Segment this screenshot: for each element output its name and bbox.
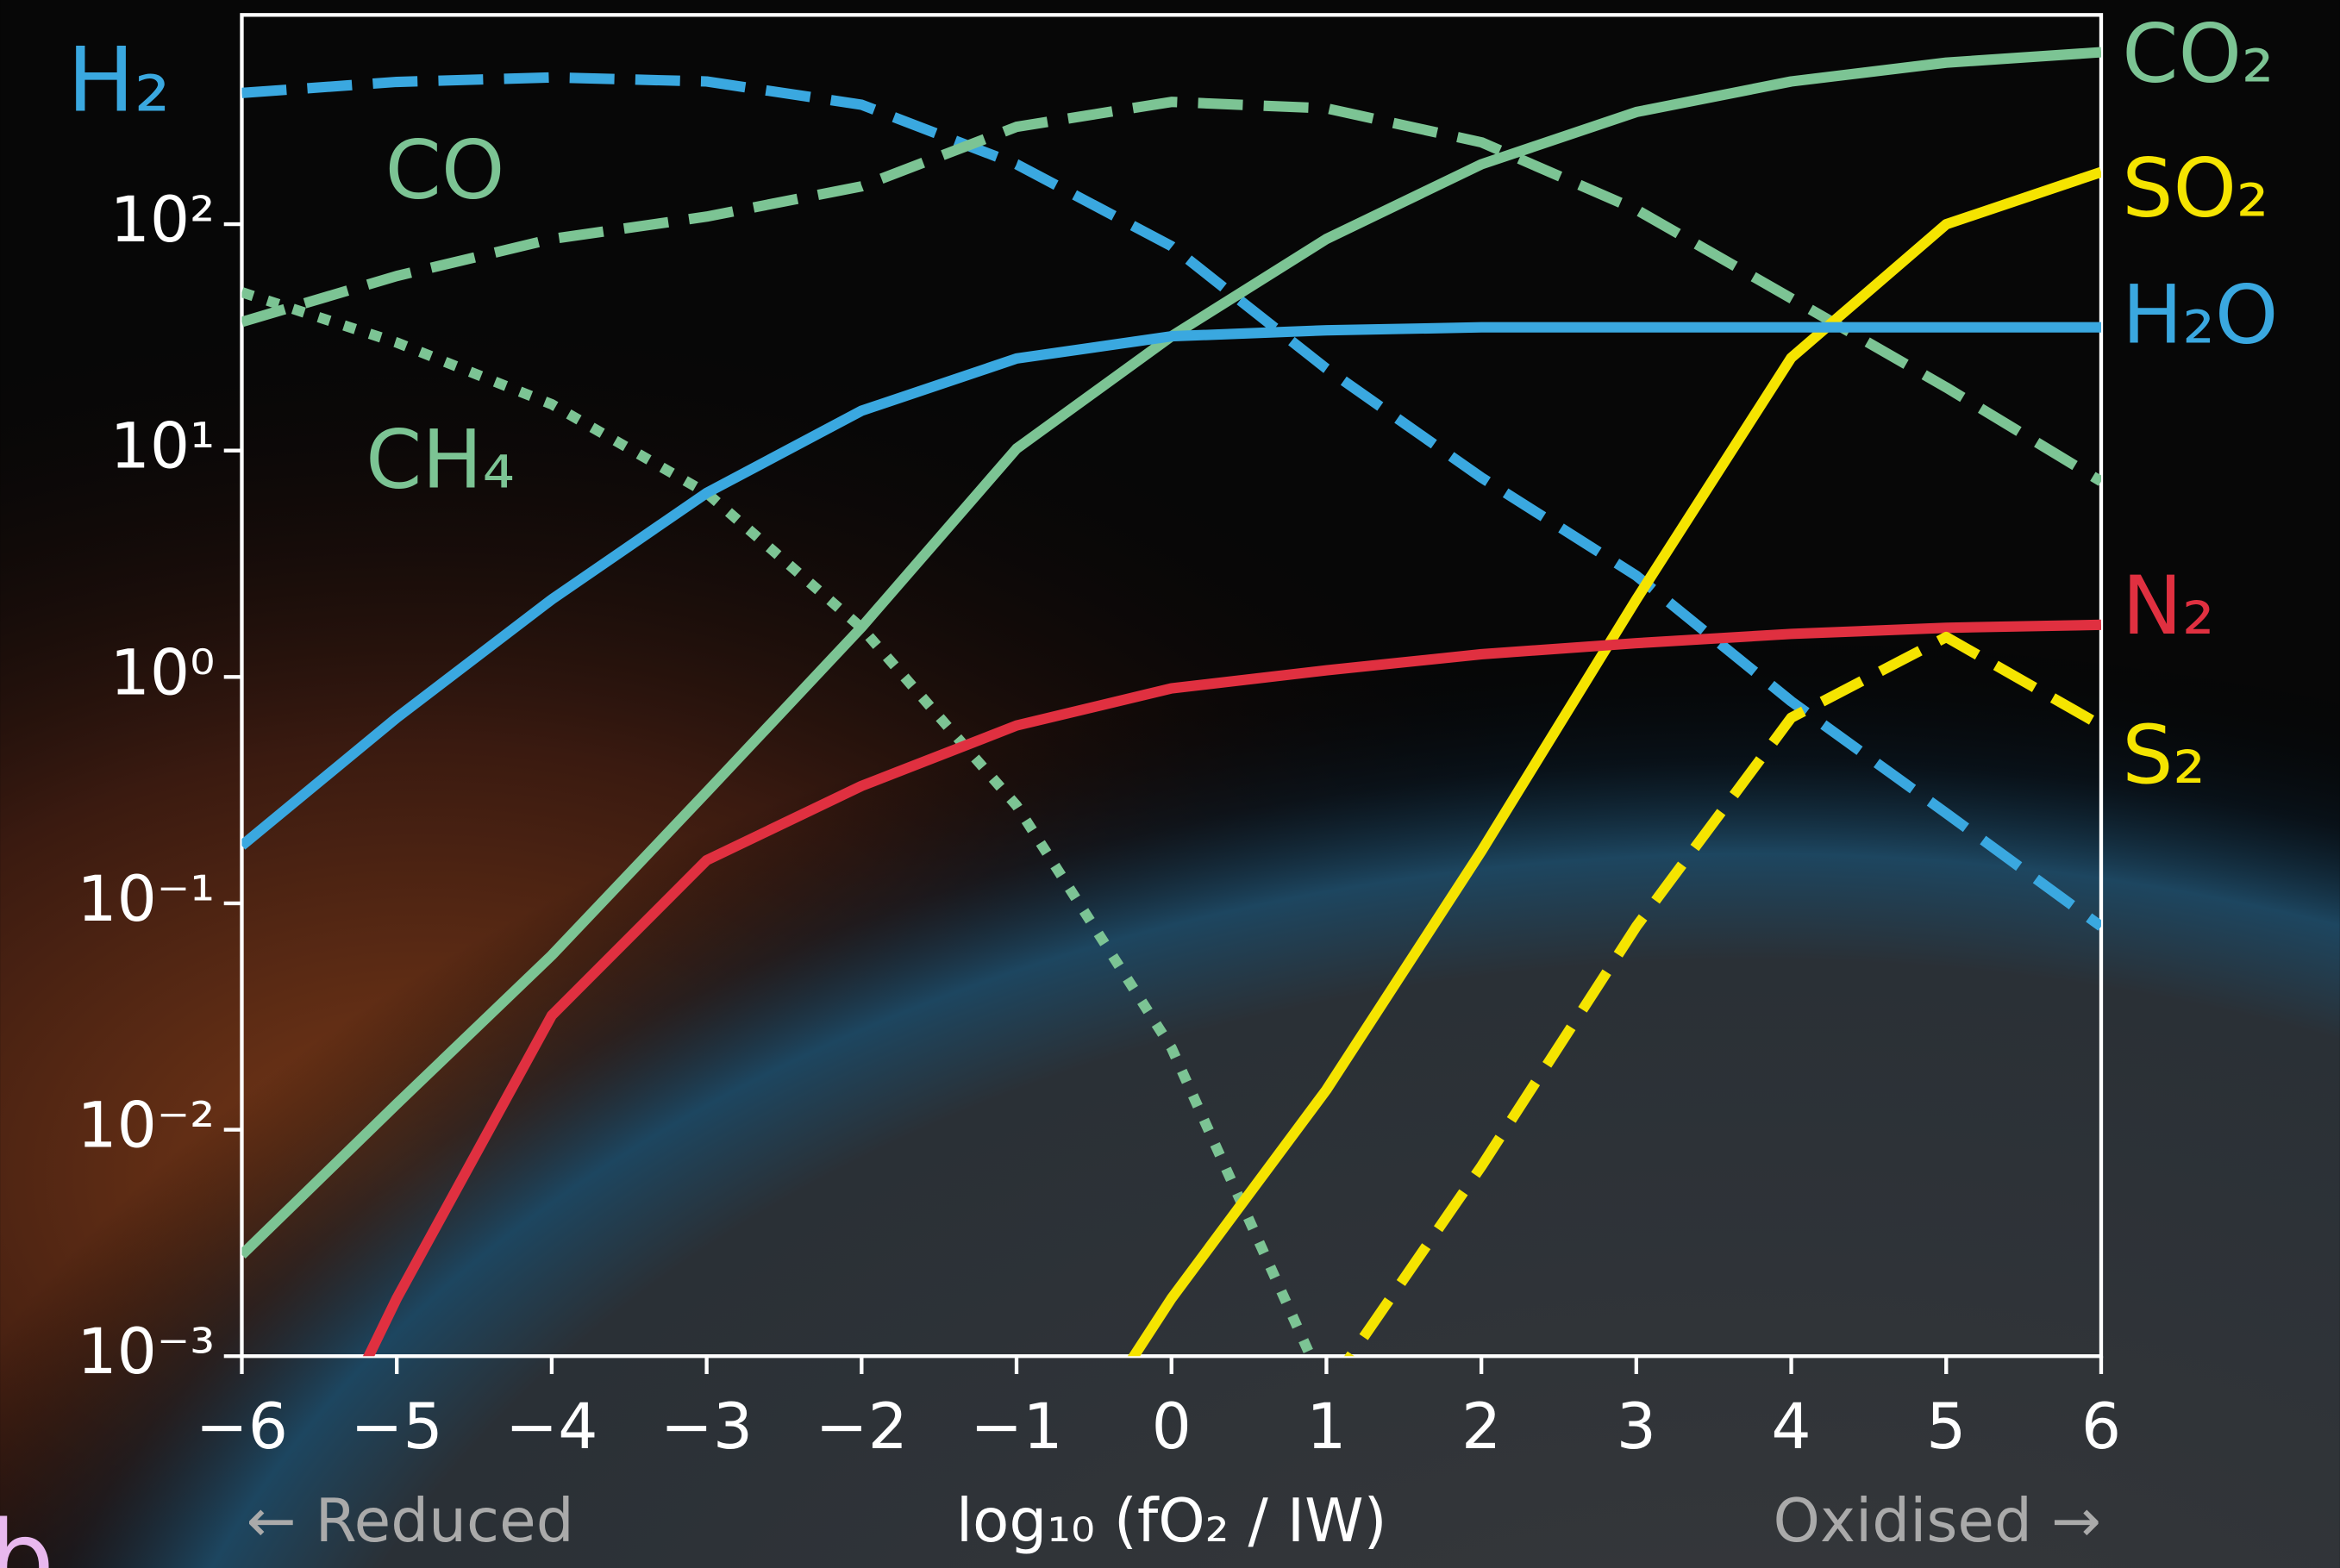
x-tick-label: 5	[1926, 1391, 1966, 1464]
series-label: CH₄	[366, 413, 515, 507]
x-tick-label: −3	[660, 1391, 753, 1464]
x-tick-label: 6	[2081, 1391, 2121, 1464]
series-line	[241, 72, 2101, 931]
panel-label: b	[0, 1498, 54, 1568]
x-tick-label: −1	[970, 1391, 1062, 1464]
series-line	[241, 97, 2101, 486]
series-label: S₂	[2122, 709, 2205, 803]
series-label: CO	[385, 124, 505, 218]
y-tick-label: 10¹	[110, 411, 216, 484]
x-tick-label: 4	[1771, 1391, 1811, 1464]
series-label: H₂	[67, 29, 171, 133]
x-tick-label: −2	[816, 1391, 908, 1464]
y-tick-label: 10⁻³	[77, 1316, 215, 1389]
plot-area	[241, 47, 2101, 1357]
x-tick-label: −5	[351, 1391, 443, 1464]
series-label: H₂O	[2122, 268, 2278, 362]
series-line	[241, 287, 1317, 1357]
annotation: Oxidised →	[1774, 1487, 2101, 1556]
series-line	[1344, 631, 2101, 1357]
series-label: CO₂	[2122, 8, 2274, 102]
series-line	[1127, 166, 2101, 1357]
x-tick-label: 1	[1306, 1391, 1346, 1464]
series-label: N₂	[2122, 559, 2214, 653]
x-tick-label: 2	[1461, 1391, 1501, 1464]
x-tick-label: 3	[1617, 1391, 1656, 1464]
y-tick-label: 10²	[110, 184, 216, 257]
x-tick-label: 0	[1152, 1391, 1192, 1464]
y-tick-label: 10⁰	[110, 637, 216, 709]
series-label: SO₂	[2122, 141, 2268, 235]
series-line	[241, 322, 2101, 850]
x-tick-label: −6	[196, 1391, 288, 1464]
y-tick-label: 10⁻¹	[77, 864, 215, 936]
series-line	[362, 619, 2101, 1357]
x-tick-label: −4	[505, 1391, 598, 1464]
annotation: ← Reduced	[247, 1487, 574, 1556]
x-axis-label: log₁₀ (fO₂ / IW)	[956, 1487, 1387, 1556]
y-tick-label: 10⁻²	[77, 1090, 215, 1163]
